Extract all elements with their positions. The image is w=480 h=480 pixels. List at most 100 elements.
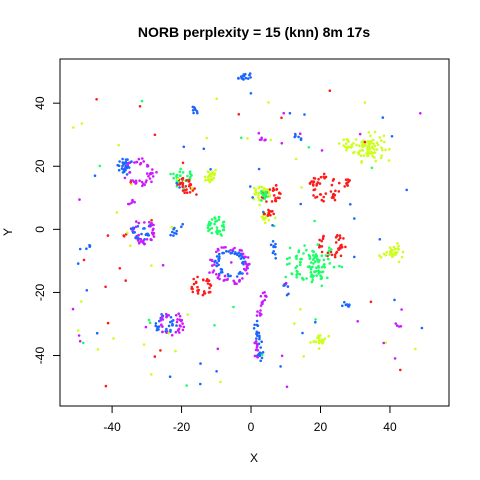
data-point-1112 [294,157,298,161]
data-point-806 [323,266,327,269]
data-point-933 [254,340,258,343]
y-tick-label: -20 [33,283,47,301]
data-point-1059 [314,320,317,324]
data-point-600 [217,274,221,277]
data-point-1097 [78,339,82,343]
data-point-525 [215,219,218,223]
data-point-61 [140,180,144,184]
data-point-864 [274,252,277,256]
data-point-1030 [397,325,401,328]
data-point-149 [185,191,189,194]
data-point-1034 [122,234,125,237]
data-point-50 [123,167,127,171]
data-point-999 [343,300,346,304]
data-point-831 [400,255,404,259]
y-tick-label: 40 [33,96,47,110]
data-point-822 [397,244,400,248]
data-point-1149 [140,99,144,103]
data-point-157 [212,176,216,180]
data-point-667 [209,284,213,287]
data-point-1068 [106,234,110,237]
data-point-320 [333,193,337,197]
data-point-860 [317,347,321,350]
data-point-1117 [399,368,402,372]
data-point-1153 [216,347,220,351]
data-point-152 [214,168,217,172]
data-point-1055 [150,264,153,267]
data-point-364 [275,188,278,191]
data-point-23 [193,107,197,110]
data-point-275 [352,142,355,145]
data-point-213 [373,144,377,148]
data-point-669 [196,292,200,295]
data-point-605 [213,263,216,266]
data-point-685 [318,245,321,249]
data-point-1001 [341,304,344,308]
data-point-334 [344,178,348,181]
data-point-756 [320,254,324,257]
data-point-894 [256,310,259,313]
data-point-779 [295,257,298,261]
data-point-524 [206,226,210,229]
data-point-791 [290,272,294,275]
data-point-1095 [363,140,367,144]
data-point-1023 [257,131,261,135]
data-point-247 [379,156,383,160]
data-point-654 [196,285,199,289]
data-point-736 [296,270,299,274]
data-point-847 [327,334,331,338]
data-point-863 [322,339,325,343]
data-point-807 [318,259,321,262]
data-point-876 [286,285,290,288]
data-point-52 [117,168,121,172]
data-point-686 [320,239,324,243]
data-point-1128 [215,97,218,101]
data-point-467 [151,228,155,232]
data-point-1099 [213,324,216,327]
data-point-292 [330,183,334,187]
data-point-871 [271,240,275,243]
data-point-216 [372,142,376,146]
data-point-516 [210,227,214,230]
data-point-1074 [251,196,254,199]
data-point-1027 [85,247,88,250]
data-point-570 [218,257,221,260]
plot-frame [59,58,450,407]
data-point-1086 [419,112,422,115]
data-point-577 [219,271,223,274]
data-point-797 [316,243,320,246]
data-point-728 [327,257,330,261]
data-point-1088 [142,343,146,346]
data-point-706 [321,237,325,240]
data-point-586 [239,272,242,275]
data-point-768 [309,261,313,264]
data-point-927 [255,332,258,336]
data-point-1106 [405,188,409,192]
data-point-697 [339,236,342,240]
data-point-825 [382,252,386,256]
data-point-679 [326,251,330,255]
data-point-6 [249,76,252,79]
data-point-103 [179,167,182,171]
data-point-1162 [314,318,317,321]
data-point-970 [160,315,164,319]
data-point-266 [357,151,360,155]
data-point-1110 [262,210,265,214]
data-point-230 [354,138,358,141]
data-point-93 [146,163,149,167]
data-point-957 [169,316,173,319]
data-point-491 [147,234,151,237]
data-point-926 [252,327,256,330]
data-point-231 [373,156,376,159]
data-point-580 [215,264,218,268]
data-point-498 [175,229,178,233]
data-point-118 [190,173,193,177]
data-point-431 [266,214,270,217]
data-point-1102 [174,349,177,353]
data-point-898 [259,304,263,307]
data-point-815 [388,253,392,256]
data-point-1075 [106,321,110,325]
y-tick-label: -40 [33,347,47,365]
data-point-1066 [104,285,107,289]
data-point-368 [258,203,261,207]
